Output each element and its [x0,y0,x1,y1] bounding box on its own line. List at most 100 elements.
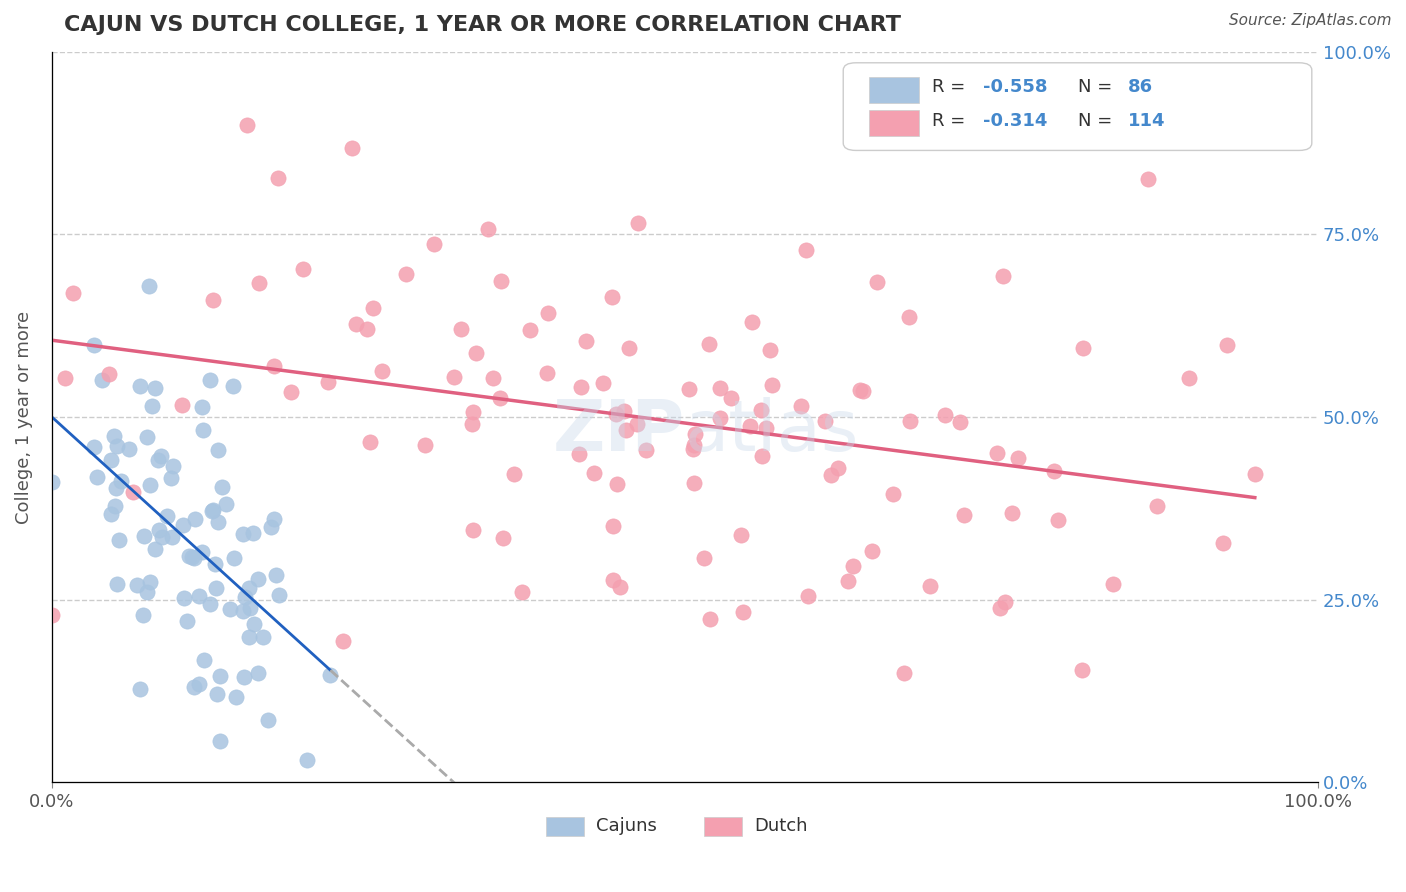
Point [247,277,270,291]
Point [636,442,658,457]
Point [247,572,270,586]
Point [492,531,515,545]
Point [127,578,149,592]
Point [461,405,484,419]
Point [678,382,700,396]
Point [949,415,972,429]
Point [238,581,260,595]
Point [191,424,214,438]
Point [41,608,63,623]
Point [683,438,706,452]
Point [1070,663,1092,677]
Text: -0.558: -0.558 [983,78,1047,95]
Point [233,591,256,605]
Point [211,480,233,494]
Point [934,408,956,422]
Point [257,713,280,727]
Point [481,370,503,384]
Point [208,669,231,683]
Point [221,379,243,393]
Point [993,269,1015,284]
Point [614,423,637,437]
Point [464,346,486,360]
Point [1073,341,1095,355]
Point [994,595,1017,609]
Point [790,399,813,413]
Point [356,322,378,336]
Point [617,342,640,356]
Text: N =: N = [1077,112,1118,130]
Point [568,446,591,460]
Point [291,261,314,276]
Point [370,364,392,378]
Point [693,550,716,565]
Point [176,615,198,629]
Point [172,517,194,532]
Point [162,459,184,474]
Point [207,687,229,701]
Point [709,381,731,395]
Point [118,442,141,456]
Point [626,417,648,432]
Point [188,589,211,603]
Point [156,509,179,524]
Point [149,449,172,463]
Point [232,527,254,541]
Point [503,467,526,482]
Point [128,681,150,696]
Text: Dutch: Dutch [755,817,808,835]
Point [709,411,731,425]
Point [180,550,202,565]
Y-axis label: College, 1 year or more: College, 1 year or more [15,310,32,524]
Point [183,550,205,565]
Point [160,530,183,544]
Point [730,528,752,542]
Point [141,399,163,413]
Point [605,407,627,421]
Point [122,485,145,500]
Point [208,734,231,748]
Point [91,373,114,387]
Point [488,391,510,405]
Point [720,391,742,405]
Point [344,317,367,331]
Point [267,588,290,602]
Point [236,118,259,132]
Point [794,243,817,257]
Text: R =: R = [932,78,972,95]
Text: N =: N = [1077,78,1118,95]
Text: Cajuns: Cajuns [596,817,657,835]
Point [699,612,721,626]
Point [103,428,125,442]
Point [682,442,704,456]
Point [222,550,245,565]
Point [200,597,222,611]
Point [820,468,842,483]
Point [609,580,631,594]
Point [569,380,592,394]
Point [260,520,283,534]
Point [136,585,159,599]
Point [755,421,778,435]
Point [201,504,224,518]
Point [173,591,195,606]
Point [267,170,290,185]
Point [105,576,128,591]
Text: R =: R = [932,112,972,130]
Point [519,323,541,337]
Point [188,677,211,691]
Point [613,403,636,417]
Point [1146,499,1168,513]
Point [105,439,128,453]
Text: atlas: atlas [685,397,859,467]
Point [359,435,381,450]
Point [602,573,624,587]
Point [583,466,606,480]
Point [1102,577,1125,591]
Point [110,474,132,488]
Point [749,403,772,417]
Point [239,601,262,615]
Point [332,634,354,648]
Point [139,478,162,492]
Point [1043,464,1066,478]
